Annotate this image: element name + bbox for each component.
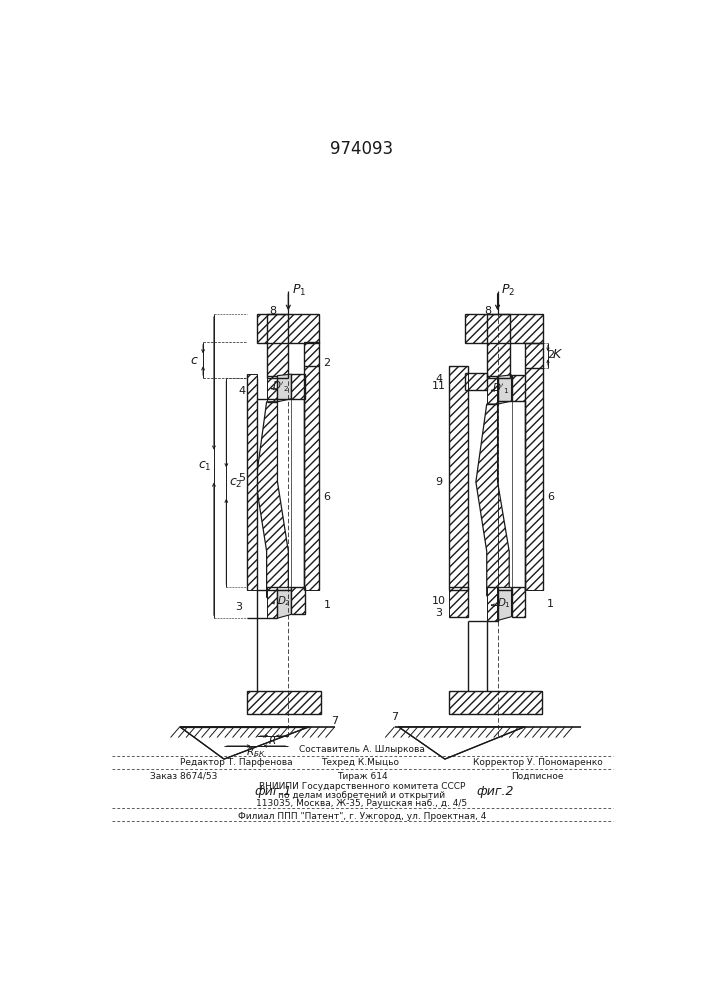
Text: $R_{БК}$: $R_{БК}$ <box>246 745 266 759</box>
Text: 9: 9 <box>435 477 443 487</box>
Text: $c_1$: $c_1$ <box>198 460 211 473</box>
Text: 11: 11 <box>432 381 445 391</box>
Bar <box>304 366 320 590</box>
Bar <box>486 587 498 620</box>
Text: 5: 5 <box>238 473 245 483</box>
Text: 2: 2 <box>547 350 554 360</box>
Bar <box>291 587 305 614</box>
Text: Тираж 614: Тираж 614 <box>337 772 387 781</box>
Bar <box>267 314 288 378</box>
Text: 3: 3 <box>235 602 243 612</box>
Polygon shape <box>277 587 291 618</box>
Bar <box>525 368 542 590</box>
Bar <box>267 587 277 618</box>
Bar <box>449 691 542 714</box>
Text: ВНИИПИ Государственного комитета СССР: ВНИИПИ Государственного комитета СССР <box>259 782 465 791</box>
Text: 7: 7 <box>391 712 398 722</box>
Text: 2: 2 <box>324 358 331 368</box>
Bar <box>512 375 525 401</box>
Text: по делам изобретений и открытий: по делам изобретений и открытий <box>279 791 445 800</box>
Text: 4: 4 <box>238 386 245 396</box>
Polygon shape <box>476 404 509 596</box>
Bar <box>291 374 305 399</box>
Bar <box>486 376 498 404</box>
Bar <box>486 314 510 378</box>
Text: Заказ 8674/53: Заказ 8674/53 <box>151 772 218 781</box>
Text: Составитель А. Шлыркова: Составитель А. Шлыркова <box>299 745 425 754</box>
Bar <box>247 374 257 590</box>
Text: Редактор Т. Парфенова: Редактор Т. Парфенова <box>180 758 293 767</box>
Bar <box>465 373 486 389</box>
Polygon shape <box>498 587 512 620</box>
Text: $P_2$: $P_2$ <box>501 283 515 298</box>
Bar <box>247 691 321 714</box>
Text: R: R <box>269 736 276 746</box>
Text: 8: 8 <box>485 306 492 316</box>
Text: 8: 8 <box>269 306 276 316</box>
Text: $c_2$: $c_2$ <box>229 477 243 490</box>
Text: 3: 3 <box>436 608 442 618</box>
Text: Филиал ППП "Патент", г. Ужгород, ул. Проектная, 4: Филиал ППП "Патент", г. Ужгород, ул. Про… <box>238 812 486 821</box>
Text: $D'_2$: $D'_2$ <box>272 380 289 394</box>
Text: фиг.2: фиг.2 <box>477 785 514 798</box>
Bar <box>512 587 525 617</box>
Text: 1: 1 <box>324 600 331 610</box>
Text: 974093: 974093 <box>330 140 394 158</box>
Bar <box>449 587 468 617</box>
Text: $P_1$: $P_1$ <box>292 283 306 298</box>
Bar <box>257 314 320 343</box>
Text: 6: 6 <box>547 492 554 502</box>
Text: Подписное: Подписное <box>512 772 564 781</box>
Polygon shape <box>256 402 288 597</box>
Polygon shape <box>498 375 512 404</box>
Text: 1: 1 <box>547 599 554 609</box>
Polygon shape <box>277 374 291 402</box>
Bar <box>465 314 542 343</box>
Text: 113035, Москва, Ж-35, Раушская наб., д. 4/5: 113035, Москва, Ж-35, Раушская наб., д. … <box>257 799 467 808</box>
Text: 6: 6 <box>324 492 331 502</box>
Bar <box>267 376 277 402</box>
Text: $D_2$: $D_2$ <box>276 594 291 608</box>
Text: $D'_1$: $D'_1$ <box>492 382 509 396</box>
Text: 4: 4 <box>435 374 443 384</box>
Text: $D_1$: $D_1$ <box>497 597 510 610</box>
Text: c: c <box>190 354 197 367</box>
Polygon shape <box>398 727 525 759</box>
Text: 10: 10 <box>432 596 445 606</box>
Text: фиг.1: фиг.1 <box>254 785 291 798</box>
Text: Техред К.Мыцьо: Техред К.Мыцьо <box>321 758 399 767</box>
Text: Корректор У. Пономаренко: Корректор У. Пономаренко <box>473 758 603 767</box>
Text: K: K <box>552 348 561 361</box>
Text: 7: 7 <box>332 716 339 726</box>
Polygon shape <box>180 727 309 759</box>
Bar <box>525 343 542 368</box>
Bar <box>449 366 468 590</box>
Bar <box>304 342 320 366</box>
